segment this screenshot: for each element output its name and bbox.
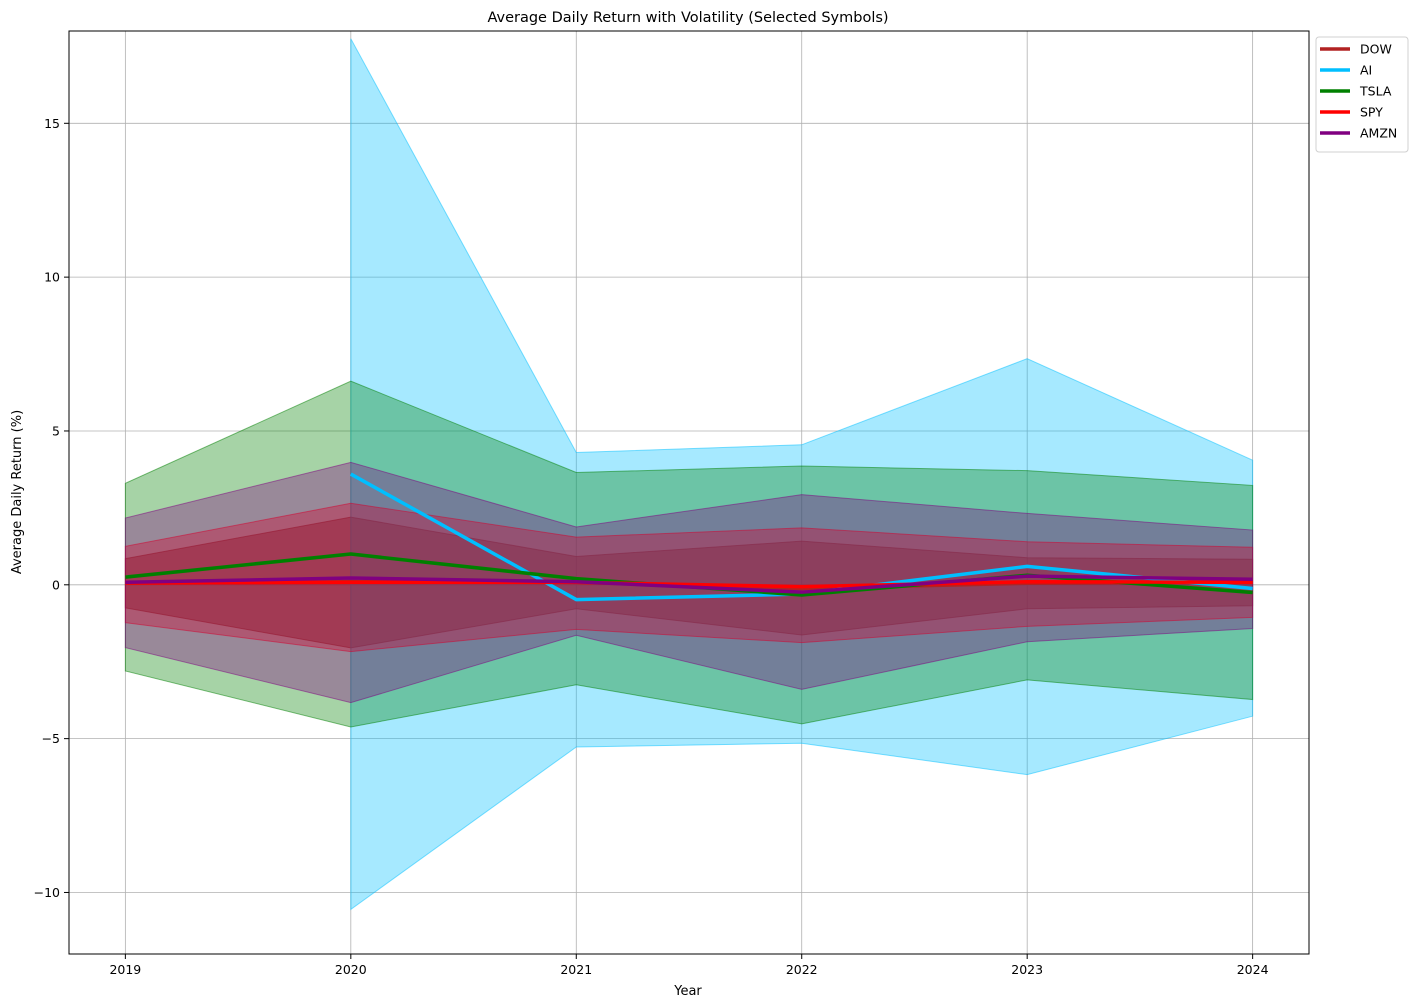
line-spy <box>125 579 1253 589</box>
legend-label-dow: DOW <box>1360 42 1392 57</box>
legend-box <box>1315 36 1409 153</box>
x-tick-label-5: 2024 <box>1237 962 1269 977</box>
legend-label-amzn: AMZN <box>1360 126 1397 141</box>
band-tsla <box>124 380 1254 728</box>
y-tick-label-2: 0 <box>52 577 60 592</box>
legend-label-spy: SPY <box>1360 105 1383 120</box>
legend-label-tsla: TSLA <box>1359 84 1392 99</box>
x-tick-label-3: 2022 <box>786 962 818 977</box>
x-axis-label: Year <box>673 984 702 999</box>
volatility-bands <box>124 38 1254 911</box>
y-axis-label: Average Daily Return (%) <box>10 410 25 574</box>
chart-title: Average Daily Return with Volatility (Se… <box>487 10 888 26</box>
x-tick-label-4: 2023 <box>1011 962 1043 977</box>
y-tick-label-5: 15 <box>44 116 60 131</box>
band-ai <box>350 38 1254 911</box>
x-tick-label-2: 2021 <box>560 962 592 977</box>
legend: DOW AI TSLA SPY AMZN <box>1315 36 1409 153</box>
x-tick-label-0: 2019 <box>109 962 141 977</box>
band-amzn <box>124 461 1254 704</box>
y-tick-label-0: −10 <box>34 885 60 900</box>
line-amzn <box>125 574 1253 594</box>
legend-label-ai: AI <box>1360 63 1372 78</box>
y-tick-label-4: 10 <box>44 270 60 285</box>
y-axis-ticks: −10 −5 0 5 10 15 <box>34 116 69 900</box>
y-tick-label-1: −5 <box>42 731 60 746</box>
y-tick-label-3: 5 <box>52 423 60 438</box>
x-axis-ticks: 2019 2020 2021 2022 2023 2024 <box>109 954 1269 977</box>
plot-frame <box>68 30 1310 955</box>
x-tick-label-1: 2020 <box>335 962 367 977</box>
series-lines <box>125 472 1253 602</box>
